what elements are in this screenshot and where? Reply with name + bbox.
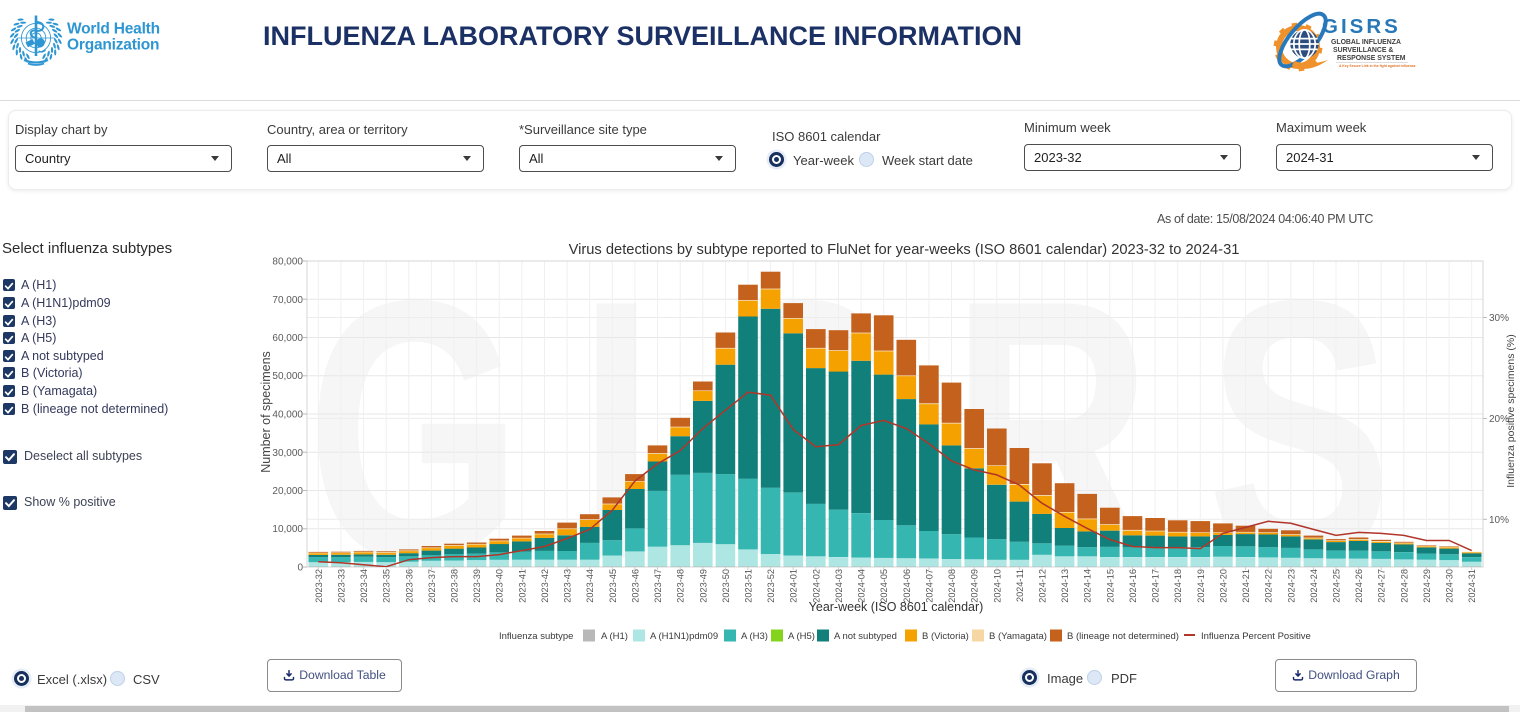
svg-text:A (H3): A (H3) <box>741 631 768 642</box>
svg-text:2023-47: 2023-47 <box>653 569 663 603</box>
svg-text:2024-10: 2024-10 <box>992 569 1002 603</box>
svg-text:2023-34: 2023-34 <box>359 569 369 603</box>
svg-text:GLOBAL INFLUENZA: GLOBAL INFLUENZA <box>1331 39 1401 46</box>
svg-text:2024-23: 2024-23 <box>1286 569 1296 603</box>
svg-text:2023-35: 2023-35 <box>382 569 392 603</box>
svg-text:A Key Secure Link in the fight: A Key Secure Link in the fight against i… <box>1339 64 1415 68</box>
svg-text:2024-27: 2024-27 <box>1377 569 1387 603</box>
svg-text:GISRS: GISRS <box>1322 15 1401 38</box>
svg-text:2023-40: 2023-40 <box>495 569 505 603</box>
svg-text:2024-02: 2024-02 <box>811 569 821 603</box>
svg-text:2023-41: 2023-41 <box>517 569 527 603</box>
svg-text:20%: 20% <box>1489 414 1509 425</box>
svg-text:A not subtyped: A not subtyped <box>834 631 897 642</box>
svg-text:A (H1): A (H1) <box>601 631 628 642</box>
svg-text:2024-19: 2024-19 <box>1196 569 1206 603</box>
svg-text:B (Victoria): B (Victoria) <box>922 631 969 642</box>
svg-text:2023-43: 2023-43 <box>563 569 573 603</box>
svg-text:Influenza subtype: Influenza subtype <box>499 631 573 642</box>
svg-text:2024-08: 2024-08 <box>947 569 957 603</box>
svg-text:0: 0 <box>297 563 303 574</box>
svg-text:40,000: 40,000 <box>272 410 303 421</box>
svg-text:2024-28: 2024-28 <box>1399 569 1409 603</box>
svg-text:2024-20: 2024-20 <box>1218 569 1228 603</box>
svg-text:2023-36: 2023-36 <box>404 569 414 603</box>
svg-text:2024-11: 2024-11 <box>1015 569 1025 602</box>
svg-text:A (H5): A (H5) <box>788 631 815 642</box>
svg-text:2024-29: 2024-29 <box>1422 569 1432 603</box>
svg-text:2024-18: 2024-18 <box>1173 569 1183 603</box>
svg-text:2024-07: 2024-07 <box>924 569 934 603</box>
svg-text:2024-24: 2024-24 <box>1309 569 1319 603</box>
svg-text:2024-12: 2024-12 <box>1038 569 1048 603</box>
svg-text:Influenza positive specimens (: Influenza positive specimens (%) <box>1505 334 1517 488</box>
svg-text:20,000: 20,000 <box>272 486 303 497</box>
svg-text:2024-30: 2024-30 <box>1445 569 1455 603</box>
svg-text:50,000: 50,000 <box>272 371 303 382</box>
svg-text:Number of specimens: Number of specimens <box>259 351 273 473</box>
svg-text:2024-15: 2024-15 <box>1105 569 1115 603</box>
svg-text:2023-50: 2023-50 <box>721 569 731 603</box>
svg-text:2024-31: 2024-31 <box>1467 569 1477 603</box>
svg-text:2023-45: 2023-45 <box>608 569 618 603</box>
svg-text:10%: 10% <box>1489 515 1509 526</box>
svg-text:10,000: 10,000 <box>272 524 303 535</box>
svg-text:World Health: World Health <box>67 21 160 38</box>
svg-text:Virus detections by subtype re: Virus detections by subtype reported to … <box>569 242 1240 258</box>
svg-text:2023-33: 2023-33 <box>336 569 346 603</box>
svg-text:2024-21: 2024-21 <box>1241 569 1251 603</box>
svg-text:80,000: 80,000 <box>272 257 303 268</box>
svg-text:2023-42: 2023-42 <box>540 569 550 603</box>
svg-text:Organization: Organization <box>67 37 159 54</box>
svg-text:SURVEILLANCE &: SURVEILLANCE & <box>1333 47 1393 54</box>
svg-text:30%: 30% <box>1489 313 1509 324</box>
svg-text:2024-05: 2024-05 <box>879 569 889 603</box>
svg-text:2023-49: 2023-49 <box>698 569 708 603</box>
svg-text:2024-25: 2024-25 <box>1332 569 1342 603</box>
svg-text:2024-03: 2024-03 <box>834 569 844 603</box>
svg-text:Year-week (ISO 8601 calendar): Year-week (ISO 8601 calendar) <box>809 600 984 614</box>
svg-text:2024-22: 2024-22 <box>1264 569 1274 603</box>
svg-text:A (H1N1)pdm09: A (H1N1)pdm09 <box>650 631 718 642</box>
svg-text:B (Yamagata): B (Yamagata) <box>989 631 1047 642</box>
svg-text:B (lineage not determined): B (lineage not determined) <box>1067 631 1179 642</box>
svg-text:2024-04: 2024-04 <box>857 569 867 603</box>
svg-text:2024-13: 2024-13 <box>1060 569 1070 603</box>
svg-text:2023-51: 2023-51 <box>744 569 754 603</box>
svg-text:70,000: 70,000 <box>272 295 303 306</box>
svg-text:2023-44: 2023-44 <box>585 569 595 603</box>
svg-text:60,000: 60,000 <box>272 333 303 344</box>
svg-text:RESPONSE SYSTEM: RESPONSE SYSTEM <box>1337 55 1406 62</box>
svg-text:2023-46: 2023-46 <box>630 569 640 603</box>
svg-text:2023-52: 2023-52 <box>766 569 776 603</box>
svg-text:2024-14: 2024-14 <box>1083 569 1093 603</box>
svg-text:2023-39: 2023-39 <box>472 569 482 603</box>
svg-text:2024-16: 2024-16 <box>1128 569 1138 603</box>
svg-text:2024-26: 2024-26 <box>1354 569 1364 603</box>
svg-text:Influenza Percent Positive: Influenza Percent Positive <box>1201 631 1311 642</box>
svg-text:2024-09: 2024-09 <box>970 569 980 603</box>
svg-text:2023-32: 2023-32 <box>314 569 324 603</box>
svg-text:2023-38: 2023-38 <box>450 569 460 603</box>
svg-text:2024-17: 2024-17 <box>1151 569 1161 603</box>
svg-text:2024-01: 2024-01 <box>789 569 799 603</box>
svg-text:2023-37: 2023-37 <box>427 569 437 603</box>
svg-text:2023-48: 2023-48 <box>676 569 686 603</box>
svg-text:30,000: 30,000 <box>272 448 303 459</box>
svg-text:2024-06: 2024-06 <box>902 569 912 603</box>
